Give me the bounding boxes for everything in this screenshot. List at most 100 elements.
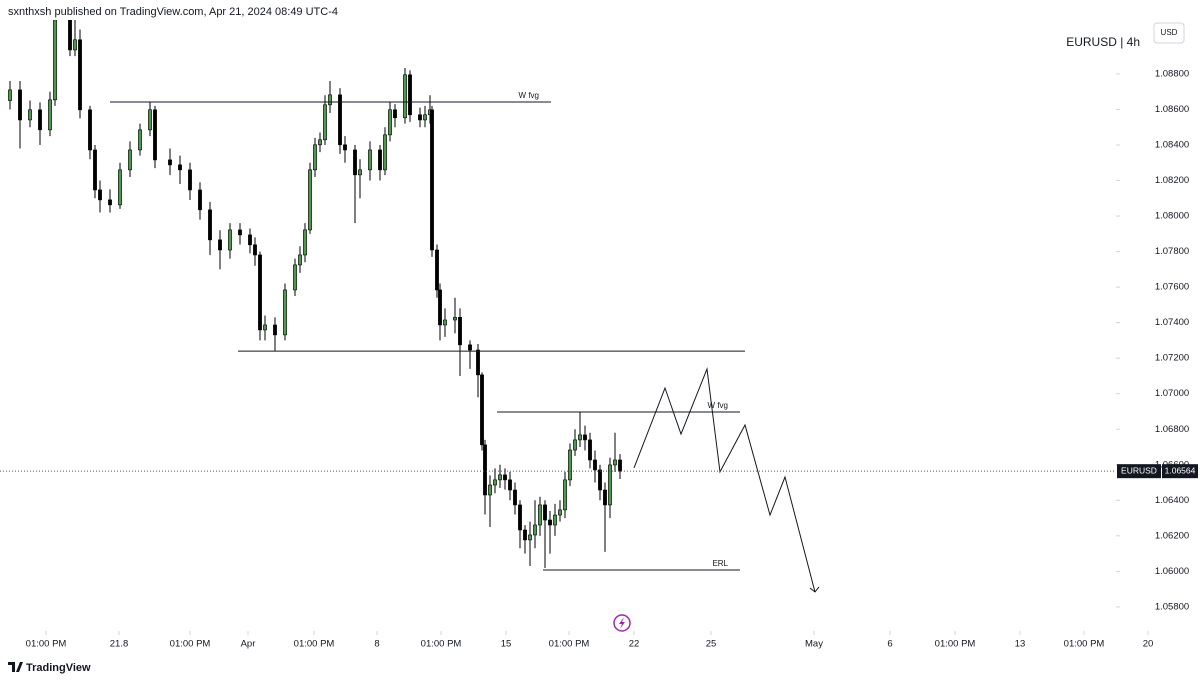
y-tick-label: 1.07200 [1155,353,1189,364]
candle-body [568,449,572,481]
projection-path [633,367,816,593]
candle-body [523,529,527,541]
y-tick-label: 1.07400 [1155,317,1189,328]
candle-body [563,479,567,511]
candle-body [148,109,152,131]
candle-body [208,209,212,241]
candle-body [538,504,542,526]
symbol-tag-label: EURUSD [1121,465,1157,475]
currency-box[interactable] [1153,22,1185,44]
candle-body [258,254,262,331]
candle-body [593,459,597,471]
candle-body [308,169,312,231]
candle-body [53,20,57,101]
y-tick-label: 1.07600 [1155,282,1189,293]
candle-body [338,94,342,146]
candle-body [548,519,552,526]
candle-body [613,459,617,466]
candle-body [323,104,327,141]
y-tick-label: 1.05800 [1155,601,1189,612]
candle-body [588,439,592,461]
y-tick-label: 1.08600 [1155,104,1189,115]
candle-body [8,89,12,101]
y-tick-label: 1.07800 [1155,246,1189,257]
candle-body [483,444,487,496]
x-tick-label: Apr [241,639,256,650]
candle-body [533,524,537,536]
level-label: ERL [712,559,728,568]
candle-body [263,324,267,331]
x-tick-label: 01:00 PM [170,639,211,650]
candle-body [493,479,497,486]
candle-body [108,199,112,206]
y-tick-label: 1.06000 [1155,566,1189,577]
candle-body [458,317,462,346]
candle-body [543,504,547,521]
x-tick-label: 01:00 PM [421,639,462,650]
candle-body [476,349,480,376]
lightning-icon[interactable] [613,614,631,632]
candle-body [443,319,447,326]
candle-body [388,109,392,136]
candle-body [293,264,297,291]
candle-body [318,139,322,146]
candle-body [573,439,577,451]
candle-body [608,464,612,506]
y-tick-label: 1.08800 [1155,68,1189,79]
candle-body [453,317,457,321]
candle-body [618,459,622,472]
candle-body [578,434,582,441]
x-tick-label: 25 [706,639,717,650]
candle-body [528,534,532,541]
y-tick-label: 1.06400 [1155,495,1189,506]
x-tick-label: 6 [887,639,892,650]
candle-body [503,474,507,481]
price-tag-label: 1.06564 [1165,465,1196,475]
candle-body [283,289,287,336]
x-tick-label: 21.8 [110,639,129,650]
projection-arrowhead [809,586,820,593]
symbol-title: EURUSD | 4h [1066,35,1140,49]
candle-body [228,229,232,251]
candle-body [383,134,387,171]
y-tick-label: 1.08000 [1155,211,1189,222]
candle-body [518,504,522,531]
x-tick-label: 8 [374,639,379,650]
candle-body [253,244,257,256]
candle-body [403,74,407,119]
candle-body [18,89,22,121]
candle-body [313,144,317,171]
candle-body [435,249,439,291]
y-tick-label: 1.08200 [1155,175,1189,186]
x-tick-label: 01:00 PM [549,639,590,650]
candle-body [368,149,372,171]
candle-body [480,374,484,446]
y-tick-label: 1.06800 [1155,424,1189,435]
x-tick-label: 20 [1143,639,1154,650]
candle-body [328,94,332,106]
candle-body [353,149,357,176]
price-tag [1162,464,1198,479]
candle-body [430,109,434,251]
candle-body [68,20,72,51]
plot-area: W fvg W fvg ERL [0,20,1115,593]
candle-body [28,109,32,121]
x-tick-label: 15 [501,639,512,650]
candle-body [218,239,222,251]
candle-body [88,109,92,151]
candle-body [78,39,82,111]
x-tick-label: 13 [1015,639,1026,650]
candle-body [513,489,517,506]
candle-body [343,144,347,151]
level-label: W fvg [519,91,539,100]
candle-body [468,344,472,351]
candle-body [48,99,52,131]
tradingview-logo[interactable]: TradingView [8,662,91,674]
candle-body [378,149,382,171]
candle-body [273,324,277,336]
candle-body [558,509,562,516]
x-tick-label: 22 [629,639,640,650]
candle-body [393,109,397,119]
